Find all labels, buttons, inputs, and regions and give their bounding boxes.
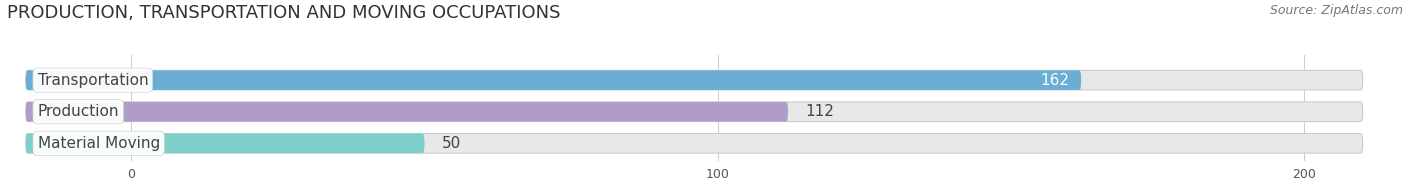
- Text: Material Moving: Material Moving: [38, 136, 160, 151]
- Text: PRODUCTION, TRANSPORTATION AND MOVING OCCUPATIONS: PRODUCTION, TRANSPORTATION AND MOVING OC…: [7, 4, 561, 22]
- Text: 112: 112: [806, 104, 835, 119]
- Text: Source: ZipAtlas.com: Source: ZipAtlas.com: [1270, 4, 1403, 17]
- FancyBboxPatch shape: [25, 70, 1081, 90]
- Text: Production: Production: [38, 104, 120, 119]
- FancyBboxPatch shape: [25, 70, 1362, 90]
- FancyBboxPatch shape: [25, 102, 787, 122]
- FancyBboxPatch shape: [25, 133, 1362, 153]
- Text: 50: 50: [441, 136, 461, 151]
- FancyBboxPatch shape: [25, 102, 1362, 122]
- FancyBboxPatch shape: [25, 133, 425, 153]
- Text: 162: 162: [1040, 73, 1070, 88]
- Text: Transportation: Transportation: [38, 73, 148, 88]
